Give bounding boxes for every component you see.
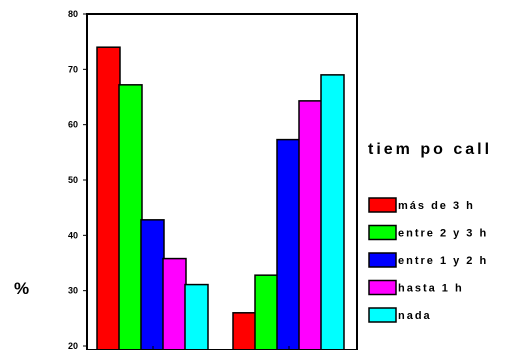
y-tick-label: 80 (68, 9, 78, 19)
bar (232, 312, 257, 350)
legend: más de 3 h entre 2 y 3 h entre 1 y 2 h hast… (368, 197, 488, 323)
y-tick-label: 60 (68, 120, 78, 130)
bar (184, 283, 209, 350)
legend-swatch (368, 307, 397, 323)
legend-swatch (368, 197, 397, 213)
y-tick-label: 40 (68, 230, 78, 240)
plot-area-frame (86, 13, 358, 350)
bar (96, 46, 121, 350)
y-axis-ticks: 20 30 40 50 60 70 80 (68, 9, 87, 350)
y-tick-label: 20 (68, 341, 78, 350)
bars (96, 46, 345, 350)
bar (320, 74, 345, 350)
legend-label: hasta 1 h (398, 283, 464, 295)
bar (162, 257, 187, 350)
legend-title: tiem po call (368, 141, 492, 158)
bar (118, 84, 143, 350)
bar (276, 138, 301, 350)
legend-label: más de 3 h (398, 200, 475, 212)
legend-label: nada (398, 310, 432, 322)
y-tick-label: 30 (68, 286, 78, 296)
legend-swatch (368, 224, 397, 241)
legend-label: entre 2 y 3 h (398, 228, 488, 240)
legend-swatch (368, 252, 397, 268)
x-axis-ticks (152, 346, 290, 350)
bar (254, 274, 279, 350)
y-tick-label: 70 (68, 64, 78, 74)
bar (298, 100, 323, 350)
y-tick-label: 50 (68, 175, 78, 185)
y-axis-label: % (14, 279, 29, 298)
legend-label: entre 1 y 2 h (398, 255, 488, 267)
bar (140, 219, 165, 350)
legend-swatch (368, 279, 397, 296)
